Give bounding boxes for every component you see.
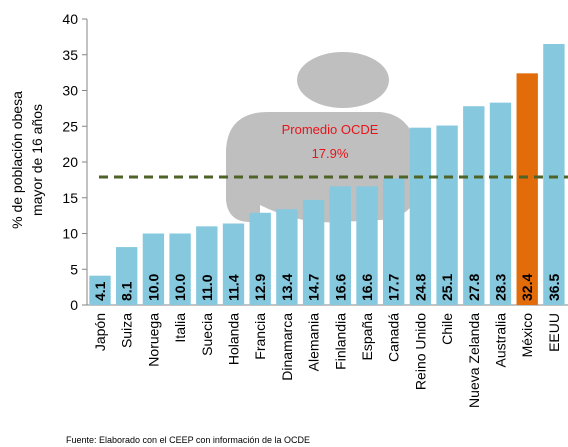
x-tick-label: México xyxy=(519,313,535,358)
y-tick-label: 5 xyxy=(70,261,78,277)
value-label: 4.1 xyxy=(92,281,108,301)
value-label: 27.8 xyxy=(466,274,482,301)
x-tick-label: Chile xyxy=(439,313,455,345)
x-tick-label: Finlandia xyxy=(332,313,348,370)
bar xyxy=(517,73,538,305)
x-tick-label: Suecia xyxy=(199,313,215,356)
x-tick-label: Canadá xyxy=(386,313,402,362)
y-tick-label: 0 xyxy=(70,297,78,313)
y-tick-label: 25 xyxy=(62,118,78,134)
value-label: 8.1 xyxy=(119,281,135,301)
value-label: 10.0 xyxy=(172,274,188,301)
x-tick-label: Alemania xyxy=(306,313,322,372)
y-tick-label: 20 xyxy=(62,154,78,170)
value-label: 11.4 xyxy=(226,274,242,301)
average-label: Promedio OCDE xyxy=(282,122,379,137)
x-tick-label: Noruega xyxy=(145,313,161,367)
value-label: 13.4 xyxy=(279,274,295,301)
value-label: 14.7 xyxy=(306,274,322,301)
value-label: 24.8 xyxy=(412,274,428,301)
y-tick-label: 40 xyxy=(62,11,78,27)
value-label: 12.9 xyxy=(252,274,268,301)
x-tick-label: Japón xyxy=(92,313,108,351)
y-axis-label: % de población obesa xyxy=(9,91,25,229)
x-tick-label: Francia xyxy=(252,313,268,360)
x-tick-label: Holanda xyxy=(226,313,242,365)
x-tick-label: España xyxy=(359,313,375,361)
average-value-label: 17.9% xyxy=(312,146,349,161)
value-label: 10.0 xyxy=(145,274,161,301)
y-tick-label: 30 xyxy=(62,83,78,99)
value-label: 25.1 xyxy=(439,274,455,301)
chart: % de población obesa mayor de 16 años Fu… xyxy=(0,0,568,447)
value-label: 11.0 xyxy=(199,274,215,301)
x-tick-label: Suiza xyxy=(119,313,135,348)
value-label: 36.5 xyxy=(546,274,562,301)
value-label: 17.7 xyxy=(386,274,402,301)
x-tick-label: Dinamarca xyxy=(279,313,295,381)
value-label: 16.6 xyxy=(359,274,375,301)
x-tick-label: EEUU xyxy=(546,313,562,352)
y-tick-label: 35 xyxy=(62,47,78,63)
y-tick-label: 15 xyxy=(62,190,78,206)
y-axis-label: mayor de 16 años xyxy=(29,104,45,216)
value-label: 16.6 xyxy=(332,274,348,301)
x-tick-label: Italia xyxy=(172,313,188,343)
x-tick-label: Nueva Zelanda xyxy=(466,313,482,408)
x-tick-label: Australia xyxy=(493,313,509,368)
bar xyxy=(543,44,564,305)
value-label: 28.3 xyxy=(493,274,509,301)
source-note: Fuente: Elaborado con el CEEP con inform… xyxy=(66,435,310,445)
x-tick-label: Reino Unido xyxy=(412,313,428,390)
y-tick-label: 10 xyxy=(62,226,78,242)
value-label: 32.4 xyxy=(519,274,535,301)
